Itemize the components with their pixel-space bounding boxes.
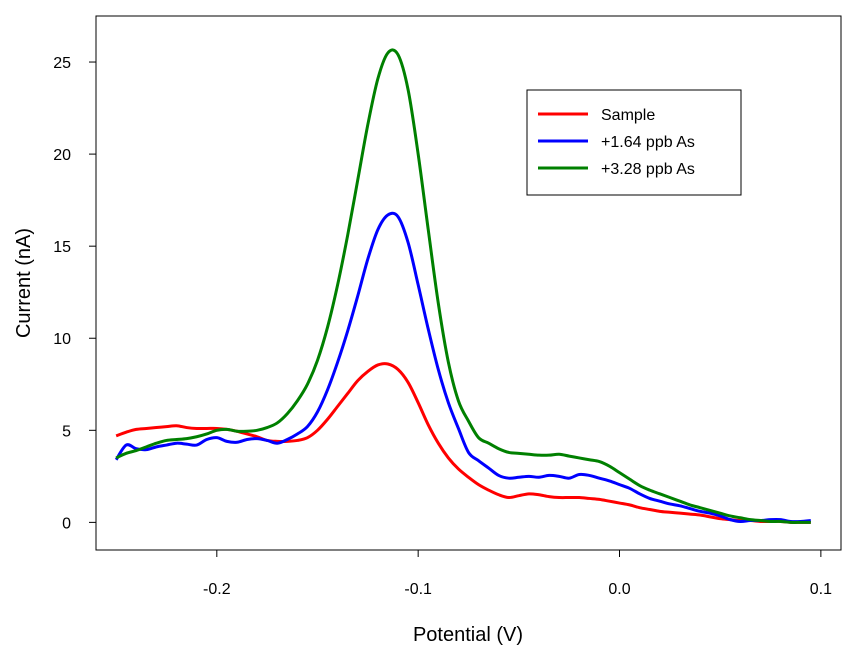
legend-label-1-64-ppb: +1.64 ppb As [601, 134, 695, 151]
y-tick-label: 10 [53, 331, 71, 348]
plot-frame [95, 15, 842, 551]
x-tick-label: -0.2 [203, 581, 231, 598]
x-tick-label: 0.1 [810, 581, 832, 598]
y-axis-title: Current (nA) [13, 228, 35, 338]
y-tick-label: 25 [53, 55, 71, 72]
series-line-3-28-ppb [115, 48, 811, 524]
series-layer [114, 48, 811, 524]
series-line-1-64-ppb [114, 211, 811, 524]
x-tick-label: -0.1 [404, 581, 432, 598]
legend-label-3-28-ppb: +3.28 ppb As [601, 161, 695, 178]
y-tick-label: 5 [62, 423, 71, 440]
y-axis: 0 5 10 15 20 25 [53, 55, 96, 532]
y-tick-label: 15 [53, 239, 71, 256]
x-axis-title: Potential (V) [413, 624, 523, 646]
legend-label-sample: Sample [601, 107, 655, 124]
x-axis: -0.2 -0.1 0.0 0.1 [203, 550, 832, 598]
y-tick-label: 0 [62, 515, 71, 532]
y-tick-label: 20 [53, 147, 71, 164]
x-tick-label: 0.0 [608, 581, 630, 598]
legend: Sample +1.64 ppb As +3.28 ppb As [526, 89, 742, 196]
